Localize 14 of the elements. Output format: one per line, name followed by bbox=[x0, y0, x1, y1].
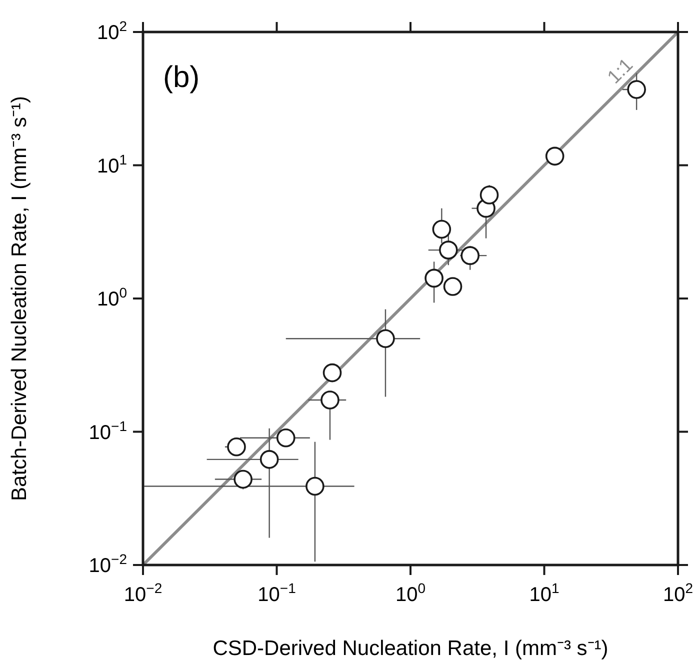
x-axis-title: CSD-Derived Nucleation Rate, I (mm⁻³ s⁻¹) bbox=[212, 637, 608, 660]
y-tick-label: 10$^{2}$ bbox=[96, 18, 128, 44]
annotation: (b) bbox=[163, 61, 200, 94]
y-tick-label: 10$^{−2}$ bbox=[88, 551, 128, 577]
y-tick-label: 10$^{1}$ bbox=[96, 151, 128, 178]
text: 1:1 bbox=[604, 54, 638, 88]
x-tick-label: 10$^{1}$ bbox=[529, 580, 560, 606]
x-tick-label: 10$^{−2}$ bbox=[124, 580, 162, 606]
y-tick-label: 10$^{0}$ bbox=[96, 284, 128, 310]
y-axis-title: Batch-Derived Nucleation Rate, I (mm⁻³ s⁻¹) bbox=[8, 96, 31, 501]
x-tick-label: 10$^{0}$ bbox=[395, 580, 426, 606]
x-tick-label: 10$^{−1}$ bbox=[258, 580, 296, 606]
x-tick-label: 10$^{2}$ bbox=[662, 580, 694, 606]
y-tick-label: 10$^{−1}$ bbox=[88, 418, 128, 444]
